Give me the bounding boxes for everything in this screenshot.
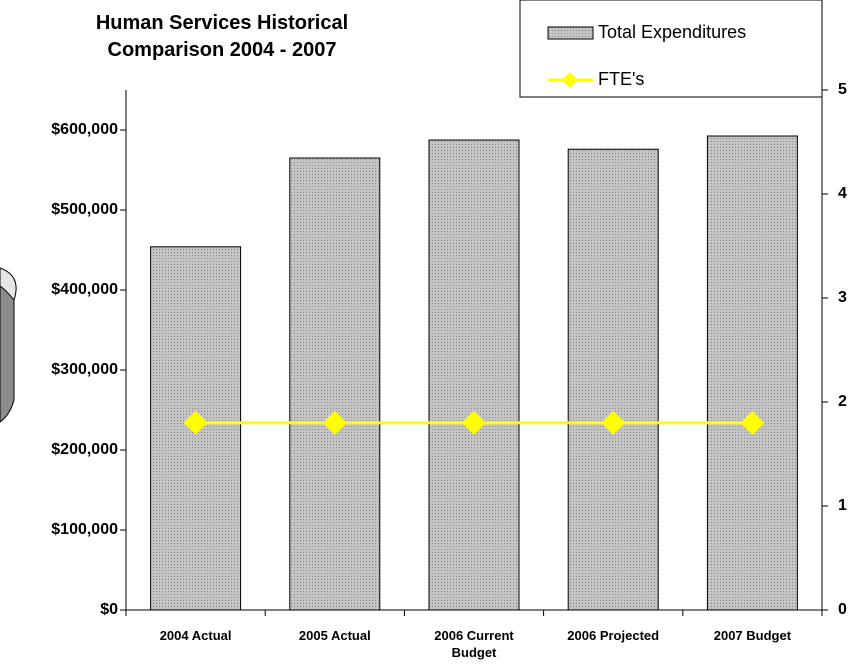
bar [706, 135, 798, 611]
y2-tick-label: 4 [838, 185, 847, 202]
y-tick-label: $500,000 [51, 201, 118, 218]
marker [601, 410, 626, 435]
x-tick-label: 2007 Budget [713, 628, 792, 643]
legend [519, 0, 823, 98]
bar [428, 139, 520, 611]
x-tick-label: 2006 Current Budget [434, 628, 514, 660]
y2-tick-label: 1 [838, 497, 847, 514]
bar [289, 157, 381, 611]
legend-label: Total Expenditures [598, 22, 746, 42]
y-tick-label: $100,000 [51, 521, 118, 538]
legend-swatch [547, 26, 594, 40]
y-tick-label: $0 [100, 601, 118, 618]
y-tick-label: $400,000 [51, 281, 118, 298]
y-tick-label: $300,000 [51, 361, 118, 378]
decoration [0, 267, 17, 302]
chart-title: Human Services Historical Comparison 200… [95, 12, 349, 61]
legend-swatch [562, 72, 578, 88]
marker [183, 410, 208, 435]
y2-tick-label: 5 [838, 81, 847, 98]
marker [322, 410, 347, 435]
y-tick-label: $200,000 [51, 441, 118, 458]
x-tick-label: 2005 Actual [298, 628, 371, 643]
y2-tick-label: 0 [838, 601, 847, 618]
y2-tick-label: 2 [838, 393, 847, 410]
marker [740, 410, 765, 435]
y2-tick-label: 3 [838, 289, 847, 306]
legend-label: FTE's [598, 69, 644, 89]
marker [462, 410, 486, 435]
x-tick-label: 2006 Projected [567, 628, 660, 643]
x-tick-label: 2004 Actual [159, 628, 232, 643]
bar [567, 148, 659, 611]
y-tick-label: $600,000 [51, 121, 118, 138]
